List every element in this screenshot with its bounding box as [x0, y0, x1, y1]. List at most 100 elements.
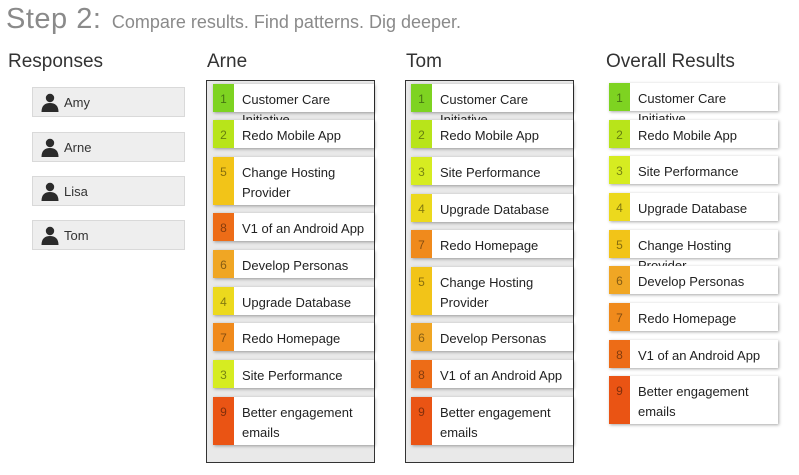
item-label: Redo Mobile App: [440, 128, 540, 143]
ranking-item[interactable]: 4 Upgrade Database: [411, 194, 573, 222]
item-label: Upgrade Database: [440, 202, 550, 217]
item-label: Site Performance: [638, 164, 739, 179]
rank-number: 3: [213, 360, 234, 388]
rank-number: 3: [609, 156, 630, 184]
ranking-item: 3 Site Performance: [609, 156, 778, 184]
rank-number: 5: [609, 230, 630, 258]
item-label: Customer Care Initiative: [440, 92, 529, 127]
ranking-item[interactable]: 2 Redo Mobile App: [213, 120, 374, 148]
rank-number: 3: [411, 157, 432, 185]
ranking-item[interactable]: 4 Upgrade Database: [213, 287, 374, 315]
ranking-item: 8 V1 of an Android App: [609, 340, 778, 368]
item-label: V1 of an Android App: [638, 348, 761, 363]
ranking-item[interactable]: 9 Better engagement emails: [411, 397, 573, 445]
ranking-item[interactable]: 7 Redo Homepage: [411, 230, 573, 258]
item-label: Develop Personas: [440, 331, 547, 346]
item-label: Redo Homepage: [440, 238, 539, 253]
item-label: Redo Homepage: [638, 311, 737, 326]
response-item-tom[interactable]: Tom: [32, 220, 185, 250]
rank-number: 8: [609, 340, 630, 368]
rank-number: 2: [213, 120, 234, 148]
item-label: Redo Mobile App: [242, 128, 342, 143]
arne-column-heading: Arne: [207, 51, 248, 72]
ranking-item[interactable]: 2 Redo Mobile App: [411, 120, 573, 148]
ranking-item: 9 Better engagement emails: [609, 376, 778, 424]
rank-number: 4: [609, 193, 630, 221]
rank-number: 8: [213, 213, 234, 241]
item-label: Change Hosting Provider: [242, 165, 336, 200]
rank-number: 9: [213, 397, 234, 445]
item-label: Site Performance: [440, 165, 541, 180]
item-label: Change Hosting Provider: [638, 238, 732, 273]
ranking-item: 6 Develop Personas: [609, 266, 778, 294]
ranking-item: 7 Redo Homepage: [609, 303, 778, 331]
item-label: Customer Care Initiative: [242, 92, 331, 127]
responses-heading: Responses: [8, 51, 104, 72]
item-label: V1 of an Android App: [242, 221, 365, 236]
response-name: Arne: [64, 139, 92, 155]
response-item-amy[interactable]: Amy: [32, 87, 185, 117]
rank-number: 9: [609, 376, 630, 424]
item-label: Redo Mobile App: [638, 128, 738, 143]
rank-number: 6: [411, 323, 432, 351]
item-label: Site Performance: [242, 368, 343, 383]
rank-number: 2: [609, 120, 630, 148]
ranking-item[interactable]: 6 Develop Personas: [213, 250, 374, 278]
ranking-item: 4 Upgrade Database: [609, 193, 778, 221]
tom-column-heading: Tom: [406, 51, 442, 72]
rank-number: 5: [411, 267, 432, 315]
item-label: Better engagement emails: [440, 405, 551, 440]
response-item-lisa[interactable]: Lisa: [32, 176, 185, 206]
step-subtitle: Compare results. Find patterns. Dig deep…: [111, 12, 462, 32]
rank-number: 1: [213, 84, 234, 112]
ranking-item: 1 Customer Care Initiative: [609, 83, 778, 126]
ranking-item[interactable]: 7 Redo Homepage: [213, 323, 374, 351]
item-label: Redo Homepage: [242, 331, 341, 346]
rank-number: 1: [609, 83, 630, 111]
item-label: Better engagement emails: [638, 384, 749, 419]
ranking-item[interactable]: 1 Customer Care Initiative: [213, 84, 374, 127]
ranking-item: 2 Redo Mobile App: [609, 120, 778, 148]
ranking-item[interactable]: 1 Customer Care Initiative: [411, 84, 573, 127]
rank-number: 4: [213, 287, 234, 315]
ranking-item[interactable]: 5 Change Hosting Provider: [213, 157, 374, 205]
rank-number: 7: [411, 230, 432, 258]
ranking-item[interactable]: 8 V1 of an Android App: [411, 360, 573, 388]
rank-number: 5: [213, 157, 234, 205]
item-label: Better engagement emails: [242, 405, 353, 440]
ranking-item[interactable]: 5 Change Hosting Provider: [411, 267, 573, 315]
page-title: Step 2: Compare results. Find patterns. …: [6, 3, 461, 36]
ranking-item[interactable]: 8 V1 of an Android App: [213, 213, 374, 241]
person-icon: [41, 93, 59, 112]
person-icon: [41, 138, 59, 157]
item-label: Customer Care Initiative: [638, 91, 727, 126]
rank-number: 7: [213, 323, 234, 351]
overall-results-heading: Overall Results: [606, 51, 735, 72]
ranking-item[interactable]: 3 Site Performance: [411, 157, 573, 185]
item-label: Change Hosting Provider: [440, 275, 534, 310]
rank-number: 7: [609, 303, 630, 331]
rank-number: 9: [411, 397, 432, 445]
item-label: V1 of an Android App: [440, 368, 563, 383]
rank-number: 8: [411, 360, 432, 388]
person-icon: [41, 226, 59, 245]
ranking-item[interactable]: 9 Better engagement emails: [213, 397, 374, 445]
response-item-arne[interactable]: Arne: [32, 132, 185, 162]
item-label: Upgrade Database: [638, 201, 748, 216]
rank-number: 4: [411, 194, 432, 222]
item-label: Develop Personas: [638, 274, 745, 289]
rank-number: 1: [411, 84, 432, 112]
step-label: Step 2:: [6, 3, 102, 35]
ranking-item[interactable]: 6 Develop Personas: [411, 323, 573, 351]
ranking-item: 5 Change Hosting Provider: [609, 230, 778, 273]
response-name: Tom: [64, 227, 89, 243]
response-name: Amy: [64, 94, 90, 110]
person-icon: [41, 182, 59, 201]
rank-number: 6: [213, 250, 234, 278]
rank-number: 2: [411, 120, 432, 148]
ranking-item[interactable]: 3 Site Performance: [213, 360, 374, 388]
rank-number: 6: [609, 266, 630, 294]
response-name: Lisa: [64, 183, 88, 199]
item-label: Develop Personas: [242, 258, 349, 273]
item-label: Upgrade Database: [242, 295, 352, 310]
